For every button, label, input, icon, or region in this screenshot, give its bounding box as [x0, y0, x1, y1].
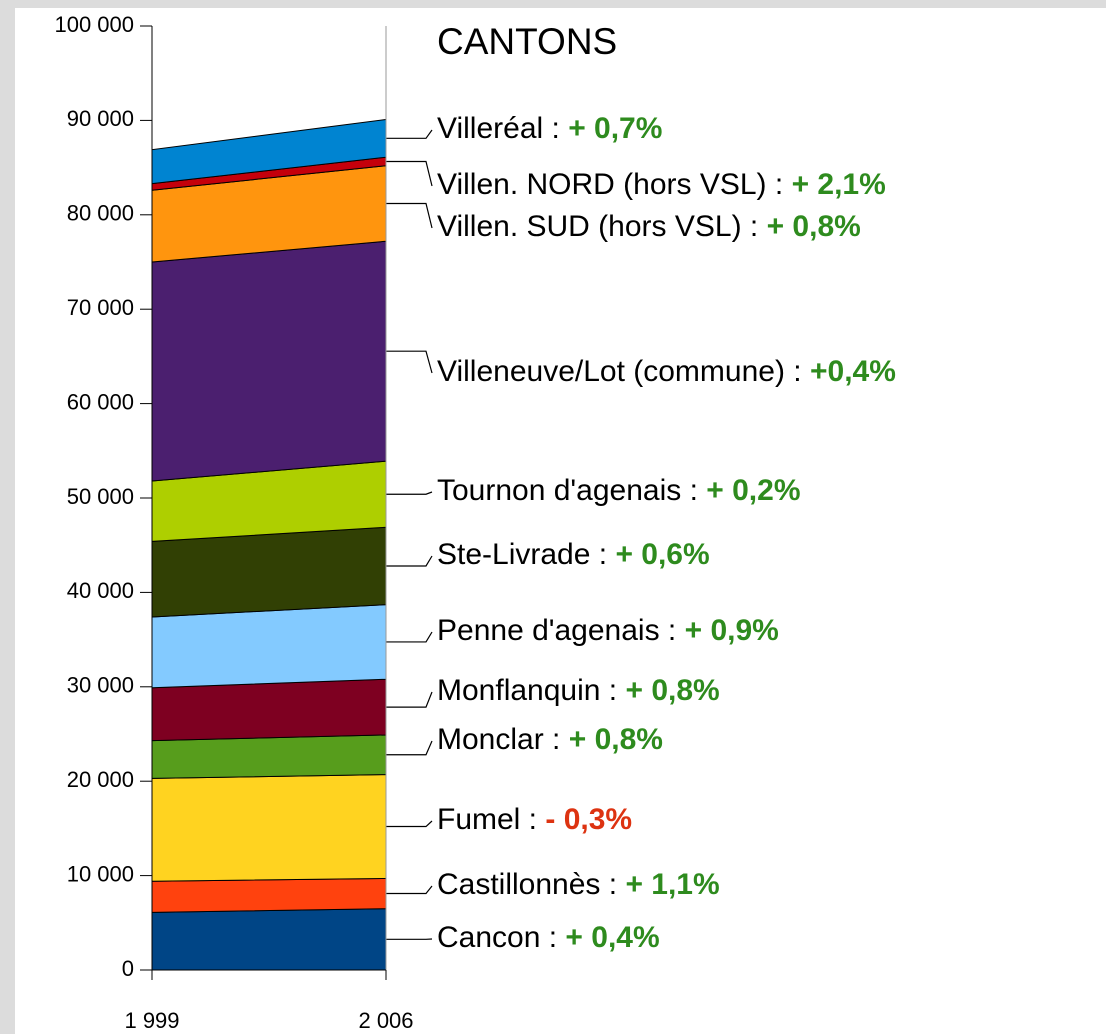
y-tick-label: 0 [122, 956, 134, 981]
y-tick-label: 50 000 [67, 484, 134, 509]
leader-line [386, 820, 433, 828]
series-label: Penne d'agenais : + 0,9% [437, 614, 779, 647]
y-tick-label: 10 000 [67, 861, 134, 886]
area [151, 240, 387, 482]
area [151, 774, 387, 882]
y-tick-label: 30 000 [67, 673, 134, 698]
y-tick-label: 70 000 [67, 295, 134, 320]
area [151, 604, 387, 689]
series-change: +0,4% [810, 355, 896, 388]
series-name: Villen. SUD (hors VSL) : [437, 210, 758, 243]
leader-line [386, 202, 433, 229]
series-label: Ste-Livrade : + 0,6% [437, 538, 710, 571]
y-tick-label: 100 000 [54, 12, 134, 37]
series-name: Tournon d'agenais : [437, 474, 698, 507]
series-change: + 0,6% [615, 538, 709, 571]
leader-line [386, 129, 433, 139]
series-name: Ste-Livrade : [437, 538, 607, 571]
series-name: Villen. NORD (hors VSL) : [437, 168, 783, 201]
series-change: + 1,1% [625, 868, 719, 901]
series-name: Cancon : [437, 921, 557, 954]
series-change: + 0,7% [568, 112, 662, 145]
area [151, 678, 387, 742]
series-label: Cancon : + 0,4% [437, 921, 660, 954]
series-label: Villen. SUD (hors VSL) : + 0,8% [437, 210, 861, 243]
chart-title: CANTONS [437, 21, 617, 62]
series-change: - 0,3% [545, 803, 632, 836]
area [151, 734, 387, 779]
series-change: + 0,8% [625, 674, 719, 707]
leader-line [386, 491, 433, 495]
series-name: Villeneuve/Lot (commune) : [437, 355, 802, 388]
area [151, 526, 387, 618]
series-label: Castillonnès : + 1,1% [437, 868, 720, 901]
x-tick-label: 2 006 [358, 1008, 413, 1033]
series-label: Monclar : + 0,8% [437, 723, 663, 756]
series-name: Fumel : [437, 803, 537, 836]
leader-line [386, 631, 433, 643]
series-label: Monflanquin : + 0,8% [437, 674, 720, 707]
series-change: + 0,8% [569, 723, 663, 756]
series-label: Villen. NORD (hors VSL) : + 2,1% [437, 168, 886, 201]
series-label: Tournon d'agenais : + 0,2% [437, 474, 801, 507]
area [151, 908, 387, 971]
y-tick-label: 80 000 [67, 201, 134, 226]
y-tick-label: 40 000 [67, 578, 134, 603]
leader-line [386, 555, 433, 567]
series-change: + 0,4% [565, 921, 659, 954]
series-label: Fumel : - 0,3% [437, 803, 632, 836]
series-name: Penne d'agenais : [437, 614, 676, 647]
y-tick-label: 90 000 [67, 106, 134, 131]
series-label: Villeréal : + 0,7% [437, 112, 662, 145]
y-tick-label: 60 000 [67, 389, 134, 414]
series-change: + 2,1% [792, 168, 886, 201]
series-name: Monflanquin : [437, 674, 617, 707]
series-name: Monclar : [437, 723, 560, 756]
area [151, 877, 387, 913]
series-label: Villeneuve/Lot (commune) : +0,4% [437, 355, 896, 388]
leader-line [386, 160, 433, 187]
series-change: + 0,9% [685, 614, 779, 647]
leader-line [386, 350, 433, 374]
series-change: + 0,8% [767, 210, 861, 243]
x-tick-label: 1 999 [124, 1008, 179, 1033]
series-name: Villeréal : [437, 112, 560, 145]
series-name: Castillonnès : [437, 868, 617, 901]
leader-line [386, 691, 433, 708]
leader-line [386, 740, 433, 756]
series-change: + 0,2% [706, 474, 800, 507]
leader-line [386, 885, 433, 895]
y-tick-label: 20 000 [67, 767, 134, 792]
